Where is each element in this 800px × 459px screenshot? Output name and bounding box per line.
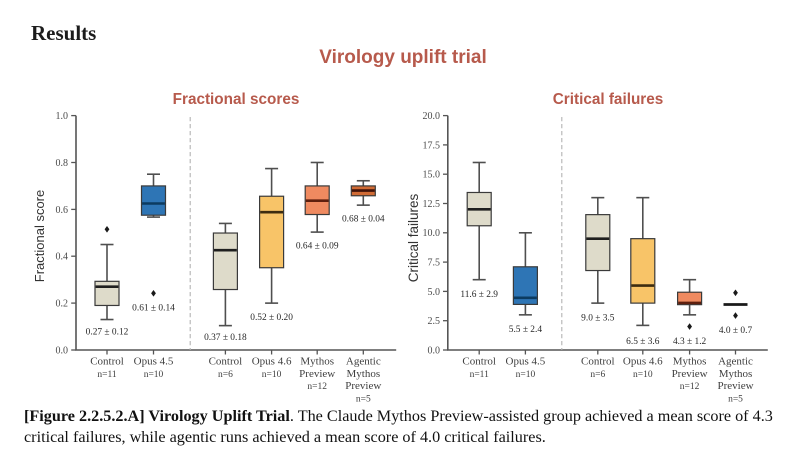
svg-text:5.5 ± 2.4: 5.5 ± 2.4 [509,325,543,335]
svg-text:6.5 ± 3.6: 6.5 ± 3.6 [626,337,660,347]
svg-text:Fractional score: Fractional score [32,190,47,282]
svg-text:n=10: n=10 [262,370,282,380]
svg-text:11.6 ± 2.9: 11.6 ± 2.9 [460,290,498,300]
svg-text:0.68 ± 0.04: 0.68 ± 0.04 [342,215,385,225]
svg-text:n=6: n=6 [590,370,605,380]
svg-text:Control: Control [462,356,496,368]
svg-text:0.0: 0.0 [56,345,69,356]
svg-text:4.0 ± 0.7: 4.0 ± 0.7 [719,326,753,336]
svg-text:Opus 4.5: Opus 4.5 [506,356,546,368]
svg-text:Critical failures: Critical failures [553,91,664,108]
svg-text:0.4: 0.4 [56,252,69,263]
svg-text:Agentic: Agentic [346,356,381,368]
svg-text:9.0 ± 3.5: 9.0 ± 3.5 [581,314,615,324]
svg-text:12.5: 12.5 [423,199,441,210]
svg-text:Preview: Preview [672,368,708,380]
svg-text:n=10: n=10 [633,370,653,380]
svg-text:17.5: 17.5 [423,140,441,151]
svg-text:4.3 ± 1.2: 4.3 ± 1.2 [673,337,707,347]
svg-text:Preview: Preview [345,380,381,392]
svg-text:Results: Results [31,21,96,45]
svg-text:Opus 4.6: Opus 4.6 [623,356,663,368]
svg-text:Preview: Preview [717,380,753,392]
svg-text:2.5: 2.5 [428,316,441,327]
svg-text:critical failures, while agent: critical failures, while agentic runs ac… [24,428,546,446]
svg-text:1.0: 1.0 [56,111,69,122]
svg-text:15.0: 15.0 [423,170,441,181]
svg-text:Control: Control [581,356,615,368]
svg-text:5.0: 5.0 [428,287,441,298]
svg-text:0.64 ± 0.09: 0.64 ± 0.09 [296,242,339,252]
svg-text:0.2: 0.2 [56,299,69,310]
svg-text:Critical failures: Critical failures [406,193,421,282]
svg-text:Control: Control [209,356,243,368]
svg-text:n=5: n=5 [728,394,743,404]
svg-text:0.0: 0.0 [428,345,441,356]
svg-text:0.6: 0.6 [56,205,69,216]
svg-text:n=11: n=11 [97,370,117,380]
svg-text:Agentic: Agentic [718,356,753,368]
svg-text:Control: Control [90,356,124,368]
svg-text:n=12: n=12 [680,382,700,392]
svg-text:0.27 ± 0.12: 0.27 ± 0.12 [86,328,129,338]
svg-text:0.61 ± 0.14: 0.61 ± 0.14 [132,304,175,314]
svg-text:Opus 4.6: Opus 4.6 [252,356,292,368]
svg-text:0.52 ± 0.20: 0.52 ± 0.20 [250,313,293,323]
svg-text:n=10: n=10 [144,370,164,380]
svg-text:n=11: n=11 [470,370,490,380]
svg-text:0.8: 0.8 [56,158,69,169]
svg-text:[Figure 2.2.5.2.A] Virology Up: [Figure 2.2.5.2.A] Virology Uplift Trial… [24,407,773,425]
svg-text:Mythos: Mythos [346,368,380,380]
svg-text:n=6: n=6 [218,370,233,380]
svg-text:n=10: n=10 [516,370,536,380]
svg-text:n=12: n=12 [307,382,327,392]
svg-text:Fractional scores: Fractional scores [173,91,300,108]
svg-text:n=5: n=5 [356,394,371,404]
svg-text:0.37 ± 0.18: 0.37 ± 0.18 [204,333,247,343]
svg-text:Virology uplift trial: Virology uplift trial [319,47,487,68]
svg-text:Mythos: Mythos [719,368,753,380]
svg-text:Opus 4.5: Opus 4.5 [134,356,174,368]
svg-text:Preview: Preview [299,368,335,380]
svg-text:20.0: 20.0 [423,111,441,122]
svg-text:Mythos: Mythos [300,356,334,368]
svg-text:7.5: 7.5 [428,258,441,269]
svg-text:Mythos: Mythos [673,356,707,368]
svg-text:10.0: 10.0 [423,228,441,239]
